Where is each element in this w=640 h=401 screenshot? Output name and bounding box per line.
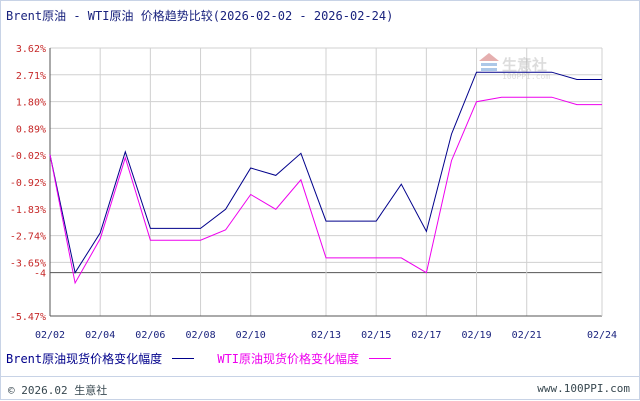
x-tick-label: 02/13 bbox=[311, 330, 341, 341]
watermark-icon bbox=[479, 53, 499, 71]
y-tick-label: -3.65% bbox=[10, 258, 46, 269]
grid bbox=[49, 47, 603, 316]
watermark-logo: 生意社 100PPI.com bbox=[478, 52, 568, 84]
x-tick-label: 02/19 bbox=[461, 330, 491, 341]
watermark-subtext: 100PPI.com bbox=[502, 72, 551, 81]
y-tick-label: -0.02% bbox=[10, 151, 46, 162]
x-tick-label: 02/04 bbox=[85, 330, 115, 341]
legend-swatch-wti bbox=[369, 358, 392, 359]
x-tick-label: 02/02 bbox=[35, 330, 65, 341]
x-tick-label: 02/24 bbox=[587, 330, 617, 341]
y-tick-label: 3.62% bbox=[16, 44, 46, 55]
legend-label-brent: Brent原油现货价格变化幅度 bbox=[6, 352, 163, 366]
x-tick-label: 02/08 bbox=[185, 330, 215, 341]
footer: © 2026.02 生意社 www.100PPI.com bbox=[0, 376, 640, 401]
chart-title: Brent原油 - WTI原油 价格趋势比较(2026-02-02 - 2026… bbox=[6, 9, 394, 23]
axes: 3.62% 2.71% 1.80% 0.89% -0.02% -0.92% -1.83% -2… bbox=[10, 44, 617, 341]
y-tick-label: 0.89% bbox=[16, 124, 46, 135]
y-tick-label: 2.71% bbox=[16, 71, 46, 82]
x-tick-label: 02/17 bbox=[411, 330, 441, 341]
y-tick-label: -4 bbox=[34, 269, 46, 280]
watermark-text: 生意社 bbox=[502, 56, 548, 74]
series-line-brent bbox=[49, 71, 602, 275]
legend-item-wti: WTI原油现货价格变化幅度 bbox=[217, 350, 392, 367]
copyright-text: © 2026.02 生意社 bbox=[8, 384, 108, 397]
y-tick-label: -1.83% bbox=[10, 205, 46, 216]
series-line-wti bbox=[49, 96, 602, 285]
y-tick-label: -0.92% bbox=[10, 178, 46, 189]
y-tick-label: 1.80% bbox=[16, 98, 46, 109]
site-link[interactable]: www.100PPI.com bbox=[537, 382, 630, 395]
y-tick-label: -5.47% bbox=[10, 312, 46, 323]
series-lines bbox=[49, 71, 602, 285]
x-tick-label: 02/21 bbox=[512, 330, 542, 341]
legend-item-brent: Brent原油现货价格变化幅度 bbox=[6, 350, 195, 367]
x-tick-label: 02/10 bbox=[236, 330, 266, 341]
x-tick-label: 02/06 bbox=[135, 330, 165, 341]
legend: Brent原油现货价格变化幅度 WTI原油现货价格变化幅度 bbox=[6, 350, 407, 367]
legend-swatch-brent bbox=[172, 358, 195, 359]
legend-label-wti: WTI原油现货价格变化幅度 bbox=[217, 352, 360, 366]
x-tick-label: 02/15 bbox=[361, 330, 391, 341]
y-tick-label: -2.74% bbox=[10, 232, 46, 243]
